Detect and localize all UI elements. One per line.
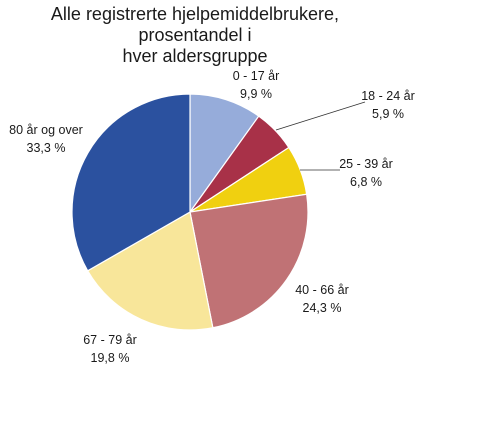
slice-value-label: 19,8 % xyxy=(91,351,130,365)
slice-category-label: 67 - 79 år xyxy=(83,333,137,347)
slice-value-label: 33,3 % xyxy=(27,141,66,155)
chart-title: Alle registrerte hjelpemiddelbrukere, pr… xyxy=(0,4,390,67)
pie-slice xyxy=(189,193,309,329)
slice-value-label: 6,8 % xyxy=(350,175,382,189)
leader-line xyxy=(275,101,366,131)
chart-title-line-1: Alle registrerte hjelpemiddelbrukere, pr… xyxy=(50,4,340,45)
slice-value-label: 9,9 % xyxy=(240,87,272,101)
slice-value-label: 24,3 % xyxy=(303,301,342,315)
chart-title-line-2: hver aldersgruppe xyxy=(122,46,268,66)
pie-slices xyxy=(71,93,309,331)
slice-category-label: 40 - 66 år xyxy=(295,283,349,297)
leader-lines xyxy=(275,101,366,171)
slice-labels: 0 - 17 år 9,9 % 18 - 24 år 5,9 % 25 - 39 år 6… xyxy=(9,69,415,365)
slice-category-label: 80 år og over xyxy=(9,123,83,137)
pie-slice xyxy=(71,93,191,272)
pie-slice xyxy=(86,211,214,331)
slice-value-label: 5,9 % xyxy=(372,107,404,121)
slice-category-label: 0 - 17 år xyxy=(233,69,280,83)
pie-slice xyxy=(189,93,260,214)
slice-category-label: 25 - 39 år xyxy=(339,157,393,171)
slice-category-label: 18 - 24 år xyxy=(361,89,415,103)
